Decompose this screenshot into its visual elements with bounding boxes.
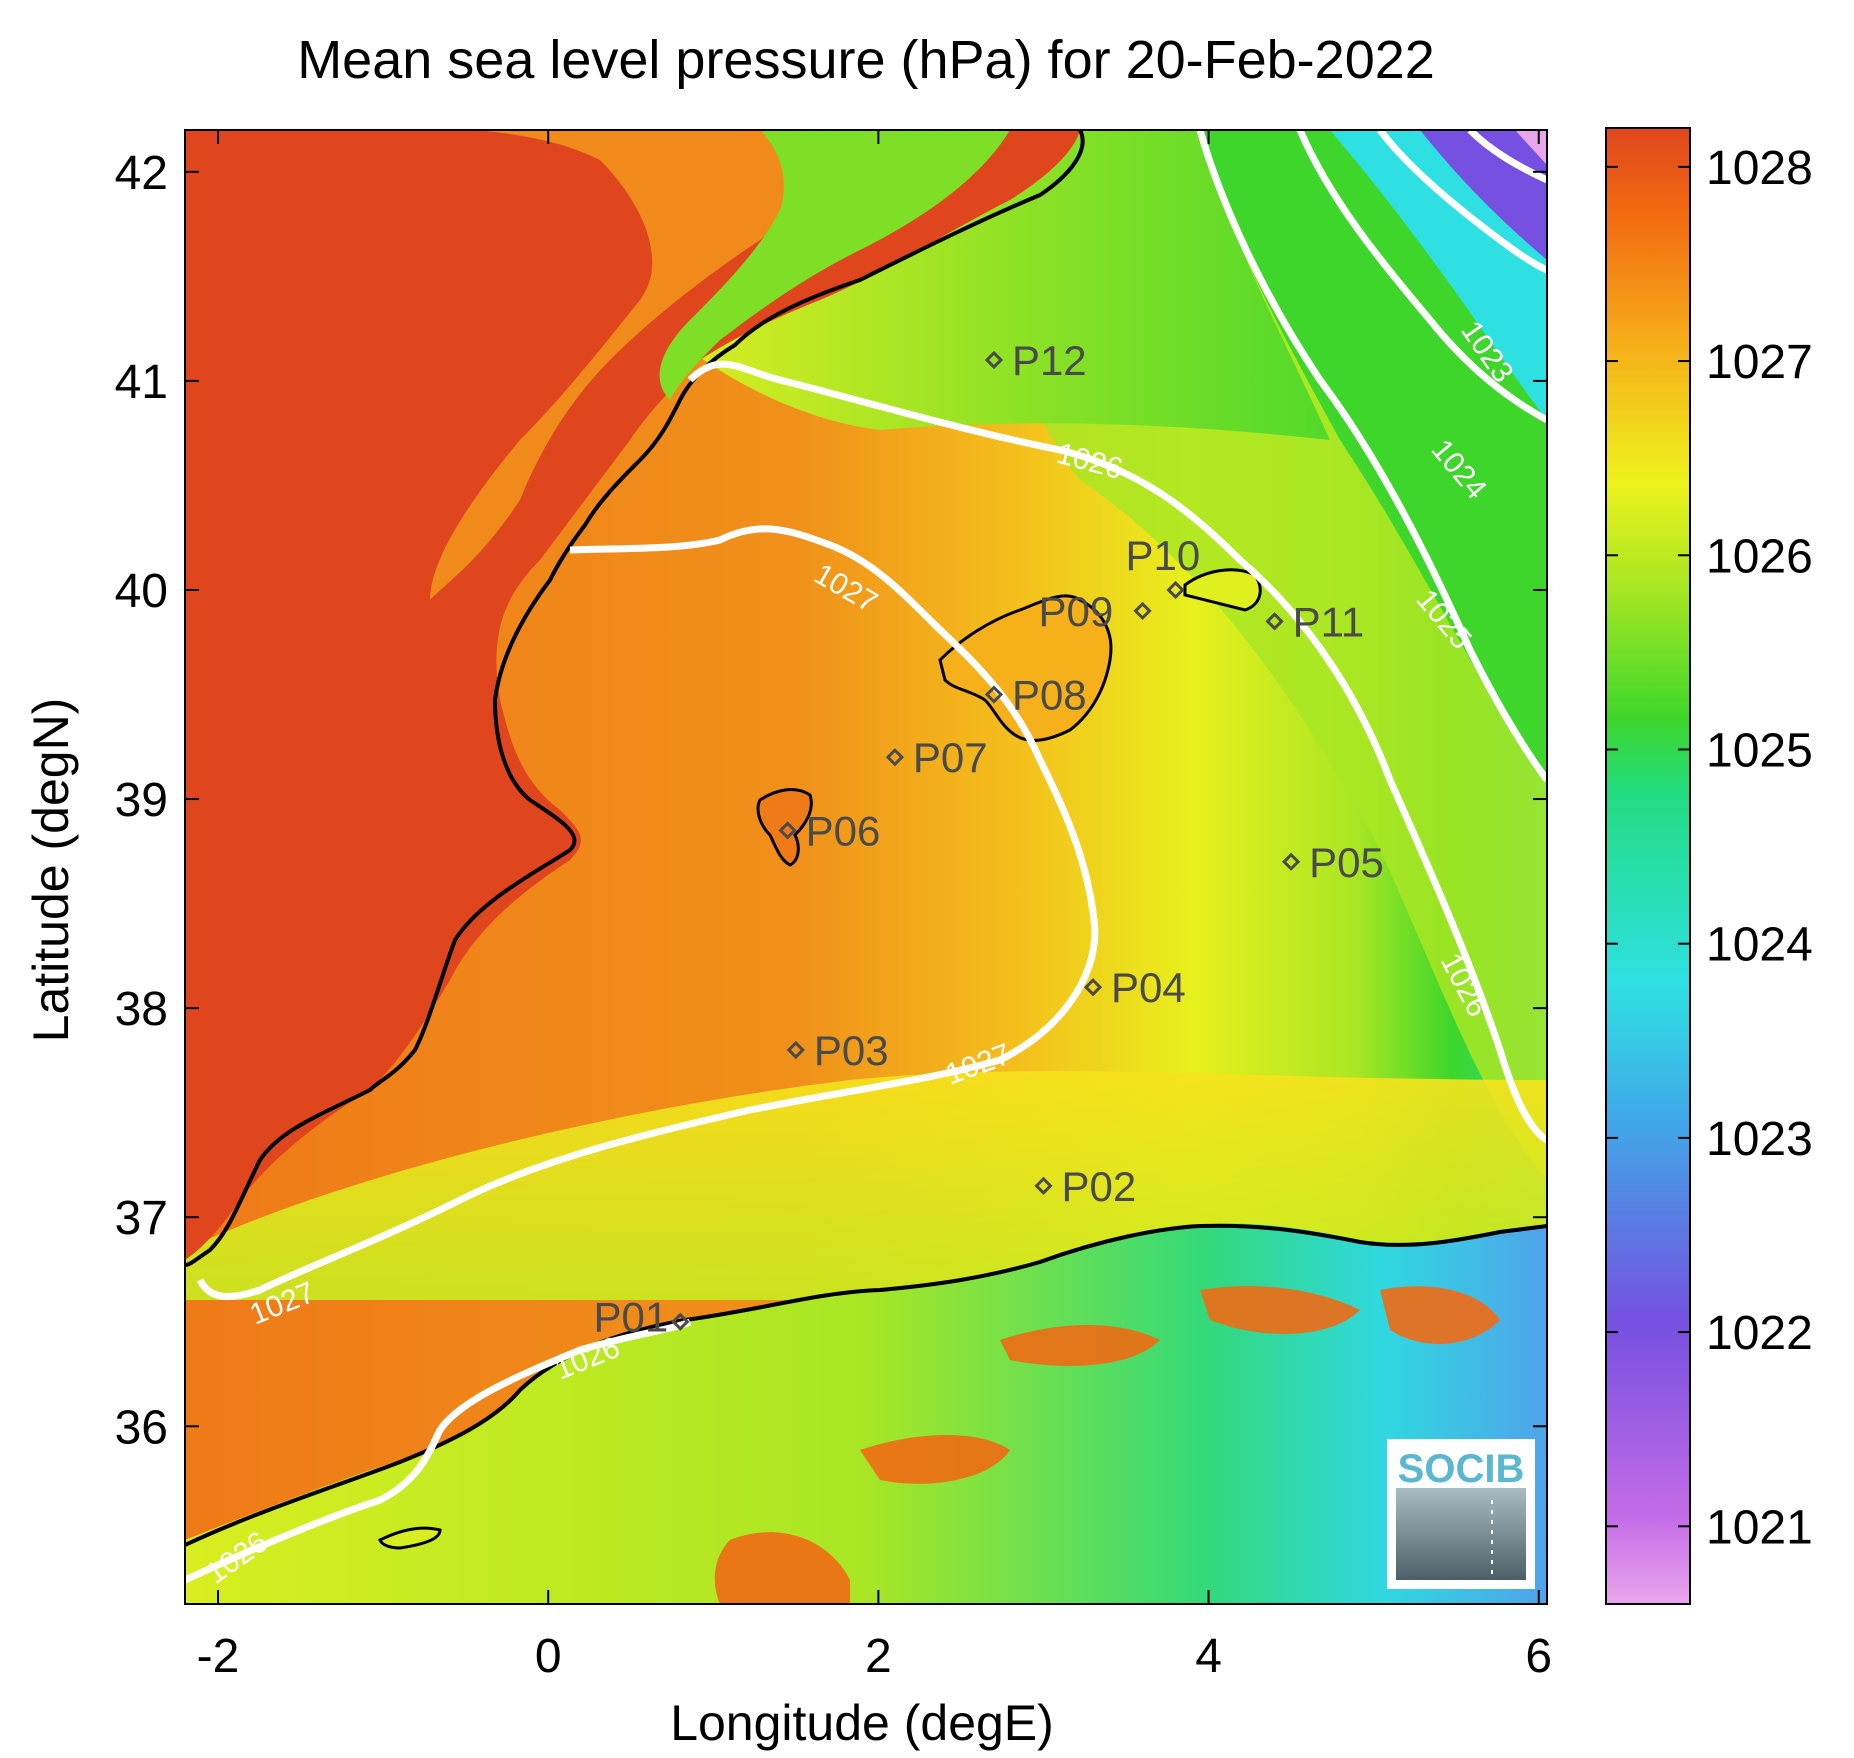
contour-1023 xyxy=(1377,130,1547,274)
contour-1025 xyxy=(1196,130,1547,783)
station-label: P05 xyxy=(1309,839,1384,886)
plot-frame xyxy=(184,129,1548,1605)
y-tick-label: 42 xyxy=(115,147,168,200)
station-label: P06 xyxy=(806,807,881,854)
y-tick-label: 39 xyxy=(115,774,168,827)
y-tick-label: 41 xyxy=(115,356,168,409)
contour-1026-south xyxy=(185,1318,692,1584)
y-axis-label: Latitude (degN) xyxy=(23,698,79,1043)
menorca-island xyxy=(1183,568,1262,612)
station-marker-icon xyxy=(671,1312,690,1331)
station-marker-icon xyxy=(1034,1176,1053,1195)
station-label: P09 xyxy=(1039,588,1114,635)
x-tick-label: 2 xyxy=(865,1630,892,1683)
station-markers: P01 P02 P03 P04 P05 P06 P07 P08 P09 P10 P11 P12 xyxy=(594,337,1384,1341)
station-marker-icon xyxy=(778,821,797,840)
colorbar-tick-label: 1025 xyxy=(1706,724,1813,777)
colorbar-tick-label: 1027 xyxy=(1706,336,1813,389)
station-marker-icon xyxy=(1166,580,1185,600)
station-marker-icon xyxy=(984,685,1004,704)
y-tick-label: 36 xyxy=(115,1401,168,1454)
station-label: P03 xyxy=(814,1027,889,1074)
colorbar-tick-label: 1022 xyxy=(1706,1307,1813,1360)
station-label: P07 xyxy=(913,734,988,781)
x-tick-label: 0 xyxy=(535,1630,562,1683)
contour-1026-north xyxy=(687,360,1547,1144)
map-plot-area: 1023 1024 1025 1026 1026 1027 1027 1027 … xyxy=(185,130,1547,1604)
africa-coastline xyxy=(185,1223,1547,1547)
colorbar-tick-label: 1026 xyxy=(1706,530,1813,583)
colorbar-tick-label: 1024 xyxy=(1706,919,1813,972)
alboran-island xyxy=(378,1526,442,1550)
station-label: P08 xyxy=(1012,672,1087,719)
station-label: P01 xyxy=(594,1294,669,1341)
logo-text: SOCIB xyxy=(1398,1447,1525,1491)
contour-1022 xyxy=(1467,130,1547,184)
y-tick-label: 37 xyxy=(115,1192,168,1245)
socib-logo-icon: SOCIB xyxy=(1387,1439,1535,1589)
north-africa-land xyxy=(185,1223,1547,1604)
figure-title: Mean sea level pressure (hPa) for 20-Feb… xyxy=(297,30,1435,90)
station-marker-icon xyxy=(984,350,1004,370)
colorbar-ticks: 1021 1022 1023 1024 1025 1026 1027 1028 xyxy=(1606,142,1813,1554)
colorbar-gradient xyxy=(1605,127,1691,1605)
mallorca-island xyxy=(938,594,1113,742)
y-tick-label: 40 xyxy=(115,565,168,618)
colorbar-tick-label: 1021 xyxy=(1706,1501,1813,1554)
colorbar-tick-label: 1023 xyxy=(1706,1113,1813,1166)
station-marker-icon xyxy=(1265,612,1284,631)
station-label: P04 xyxy=(1111,964,1186,1011)
colorbar: 1021 1022 1023 1024 1025 1026 1027 1028 xyxy=(1605,127,1813,1605)
contour-1027-inner xyxy=(196,525,1099,1301)
iberia-land xyxy=(185,130,1080,1260)
y-axis-ticks: 36 37 38 39 40 41 42 xyxy=(115,147,1547,1454)
iberia-coastline xyxy=(185,130,1085,1267)
station-label: P02 xyxy=(1061,1163,1136,1210)
iberia-coast-green xyxy=(659,130,1010,400)
station-marker-icon xyxy=(1133,601,1152,621)
x-tick-label: 6 xyxy=(1525,1630,1552,1683)
station-marker-icon xyxy=(885,748,905,767)
x-axis-ticks: -2 0 2 4 6 xyxy=(197,130,1552,1683)
station-marker-icon xyxy=(1281,852,1301,871)
x-tick-label: 4 xyxy=(1195,1630,1222,1683)
y-tick-label: 38 xyxy=(115,983,168,1036)
station-marker-icon xyxy=(1083,978,1103,997)
africa-orange-patches xyxy=(714,1286,1500,1604)
x-axis-label: Longitude (degE) xyxy=(670,1695,1054,1751)
station-label: P12 xyxy=(1012,337,1087,384)
x-tick-label: -2 xyxy=(197,1630,240,1683)
station-label: P10 xyxy=(1126,532,1201,579)
station-marker-icon xyxy=(786,1040,805,1060)
station-label: P11 xyxy=(1293,598,1365,645)
colorbar-tick-label: 1028 xyxy=(1706,142,1813,195)
contour-1024 xyxy=(1296,130,1547,424)
